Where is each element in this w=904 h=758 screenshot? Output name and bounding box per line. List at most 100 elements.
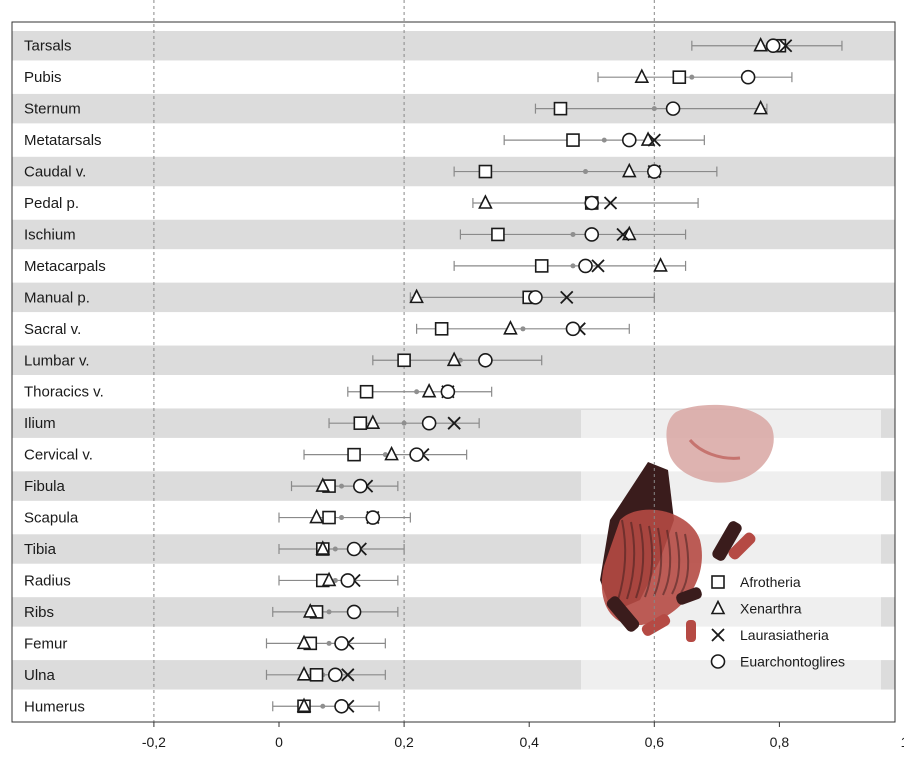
- row-label: Sternum: [24, 101, 81, 118]
- mean-dot: [520, 326, 526, 332]
- cross-stroke: [779, 39, 793, 53]
- jaw-shape: [688, 438, 741, 460]
- mean-dot: [570, 231, 576, 237]
- row-label: Thoracics v.: [24, 384, 104, 401]
- marker-afrotheria: [347, 447, 361, 462]
- marker-xenarthra: [634, 68, 650, 83]
- marker-xenarthra: [653, 257, 668, 272]
- marker-afrotheria: [534, 259, 549, 273]
- cross-stroke: [603, 196, 618, 210]
- row-label: Scapula: [24, 510, 79, 527]
- mean-dot: [689, 74, 695, 80]
- mean-dot: [339, 515, 345, 521]
- row-band: [12, 219, 895, 250]
- legend-marker-xenarthra: [710, 599, 726, 615]
- x-tick-label: 0,2: [394, 734, 414, 750]
- row-label: Tibia: [24, 541, 57, 558]
- x-tick-label: 0,4: [519, 734, 539, 750]
- legend-marker-afrotheria: [711, 575, 725, 589]
- marker-euarchontoglires: [565, 321, 581, 337]
- mean-dot: [651, 106, 657, 112]
- rib-line: [635, 523, 645, 599]
- marker-laurasiatheria: [616, 227, 630, 242]
- marker-laurasiatheria: [779, 39, 793, 53]
- data-markers: [296, 36, 793, 714]
- mean-dot: [582, 169, 588, 175]
- rib-line: [644, 525, 654, 598]
- limb-bone: [606, 596, 640, 632]
- marker-euarchontoglires: [578, 258, 593, 274]
- marker-xenarthra: [315, 477, 331, 492]
- mean-dot: [326, 640, 332, 646]
- marker-laurasiatheria: [603, 196, 618, 210]
- legend-label: Euarchontoglires: [740, 654, 845, 670]
- legend-marker-euarchontoglires: [710, 654, 726, 669]
- marker-xenarthra: [621, 162, 637, 178]
- x-axis-ticks: -0,2 0 0,2 0,4 0,6 0,8 1: [142, 722, 904, 750]
- rib-line: [653, 527, 663, 597]
- cross-stroke: [591, 259, 605, 273]
- cross-stroke: [341, 668, 355, 682]
- marker-xenarthra: [421, 382, 437, 398]
- rib-line: [671, 531, 681, 595]
- mean-dot: [339, 483, 345, 489]
- row-label: Ulna: [24, 667, 56, 684]
- marker-afrotheria: [491, 227, 505, 242]
- marker-afrotheria: [672, 70, 687, 84]
- marker-xenarthra: [309, 508, 324, 524]
- marker-euarchontoglires: [346, 541, 362, 557]
- marker-euarchontoglires: [346, 604, 362, 620]
- marker-laurasiatheria: [341, 668, 355, 682]
- marker-afrotheria: [397, 353, 411, 368]
- marker-euarchontoglires: [334, 636, 349, 651]
- marker-xenarthra: [296, 634, 312, 650]
- marker-euarchontoglires: [440, 384, 456, 400]
- row-label: Manual p.: [24, 289, 90, 306]
- mean-dot: [320, 703, 326, 709]
- rib-line: [662, 529, 672, 596]
- x-tick-label: -0,2: [142, 734, 166, 750]
- marker-xenarthra: [503, 320, 518, 335]
- marker-euarchontoglires: [478, 352, 493, 368]
- legend-label: Afrotheria: [740, 574, 801, 590]
- row-labels: Tarsals Pubis Sternum Metatarsals Caudal v. P…: [24, 38, 106, 716]
- limb-bone: [676, 587, 702, 605]
- x-tick-label: 0,8: [770, 734, 790, 750]
- marker-euarchontoglires: [528, 290, 543, 305]
- marker-euarchontoglires: [353, 478, 368, 494]
- marker-euarchontoglires: [365, 510, 381, 525]
- plot-border: [11, 21, 896, 723]
- row-label: Cervical v.: [24, 447, 93, 464]
- mean-dot: [570, 263, 576, 269]
- mean-dot: [332, 546, 338, 552]
- marker-euarchontoglires: [621, 132, 637, 148]
- legend-marker-laurasiatheria: [711, 628, 725, 642]
- marker-laurasiatheria: [560, 290, 574, 305]
- marker-euarchontoglires: [584, 227, 600, 242]
- marker-euarchontoglires: [327, 667, 343, 683]
- marker-xenarthra: [315, 540, 331, 555]
- cross-stroke: [616, 227, 630, 242]
- marker-xenarthra: [384, 445, 399, 461]
- marker-xenarthra: [296, 697, 312, 713]
- cross-stroke: [560, 290, 574, 305]
- row-label: Radius: [24, 572, 71, 589]
- rib-line: [626, 521, 636, 600]
- skull-shape: [666, 404, 774, 483]
- marker-xenarthra: [446, 351, 462, 367]
- row-label: Fibula: [24, 478, 66, 495]
- cross-stroke: [647, 133, 661, 147]
- marker-xenarthra: [321, 571, 337, 587]
- row-band: [12, 156, 895, 187]
- marker-xenarthra: [753, 36, 768, 52]
- marker-afrotheria: [353, 416, 368, 430]
- cross-stroke: [711, 628, 725, 642]
- marker-afrotheria: [322, 510, 336, 525]
- row-label: Metacarpals: [24, 258, 106, 275]
- limb-bone: [728, 532, 756, 560]
- row-label: Humerus: [24, 698, 85, 715]
- marker-euarchontoglires: [334, 698, 349, 714]
- illustration: [581, 404, 881, 722]
- rib-line: [680, 533, 690, 594]
- row-label: Femur: [24, 635, 67, 652]
